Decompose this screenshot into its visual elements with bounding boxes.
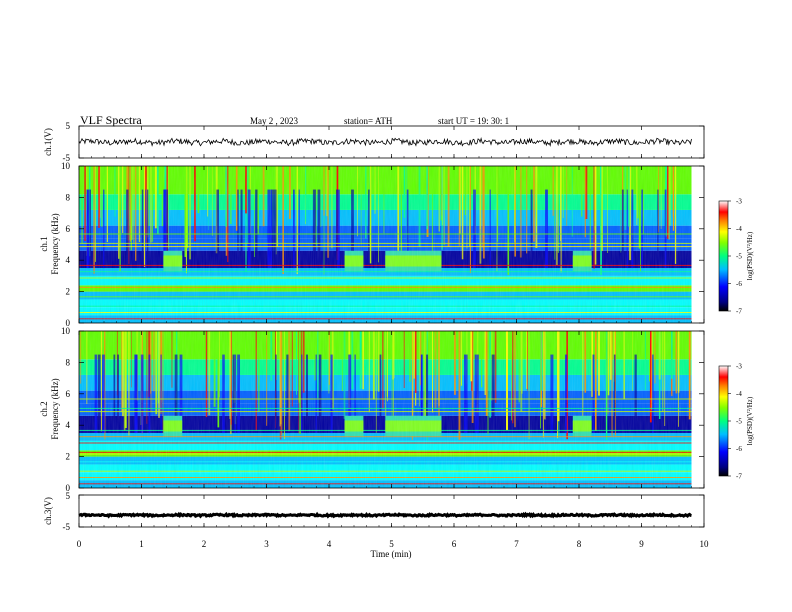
header-start-time: start UT = 19: 30: 1 [438,116,509,126]
ch1-ytick-bottom: -5 [63,153,71,163]
frequency-tick-label: 10 [61,326,71,336]
figure-title: VLF Spectra [80,113,142,127]
time-tick-label: 6 [452,539,457,549]
ch3-waveform-panel: 5 -5 ch.3(V) [43,491,705,532]
ch3-ytick-bottom: -5 [63,522,71,532]
ch1-frequency-ticks: 0 2 4 6 8 10 [61,161,704,328]
ch1-waveform-trace [78,125,704,159]
ch3-waveform-frame [78,494,705,528]
colorbar-tick-label: -7 [736,308,742,316]
frequency-tick-label: 2 [66,287,71,297]
time-tick-label: 4 [327,539,332,549]
ch2-colorbar-label: log(PSD)(V²/Hz) [746,396,754,445]
ch1-waveform-panel: 5 -5 ch.1(V) [43,121,705,163]
waveform-line [78,511,692,519]
ch2-frequency-ticks: 0 2 4 6 8 10 [61,326,704,493]
frequency-tick-label: 0 [66,483,71,493]
frequency-tick-label: 6 [66,389,71,399]
ch2-colorbar [718,365,729,477]
ch3-ytick-top: 5 [66,491,71,501]
time-tick-label: 3 [264,539,269,549]
ch2-channel-label: ch.2 [39,401,49,416]
time-tick-label: 5 [389,539,394,549]
frequency-tick-label: 6 [66,224,71,234]
ch3-waveform-ylabel: ch.3(V) [43,497,53,525]
spectrogram-texture [79,331,692,488]
ch1-colorbar-ticks: -3 -4 -5 -6 -7 [728,198,742,316]
ch1-colorbar-label: log(PSD)(V²/Hz) [746,231,754,280]
colorbar-tick-label: -5 [736,253,742,261]
header-station: station= ATH [344,116,393,126]
frequency-tick-label: 8 [66,192,71,202]
ch1-colorbar [718,200,729,312]
colorbar-tick-label: -6 [736,280,742,288]
ch1-channel-label: ch.1 [39,236,49,251]
time-tick-label: 8 [577,539,582,549]
colorbar-tick-label: -5 [736,418,742,426]
ch2-colorbar-ticks: -3 -4 -5 -6 -7 [728,363,742,481]
frequency-tick-label: 8 [66,357,71,367]
ch1-frequency-ylabel: Frequency (kHz) [50,213,60,274]
ch1-spectrogram-image [79,166,704,323]
time-axis-ticks: 0 1 2 3 4 5 6 7 8 9 10 [77,126,709,549]
colorbar-tick-label: -6 [736,445,742,453]
colorbar-tick-label: -4 [736,225,742,233]
time-tick-label: 1 [139,539,144,549]
colorbar-tick-label: -3 [736,363,742,371]
frequency-tick-label: 4 [66,420,71,430]
colorbar-tick-label: -7 [736,473,742,481]
ch3-waveform-trace [78,494,704,528]
ch2-frequency-ylabel: Frequency (kHz) [50,378,60,439]
time-tick-label: 7 [514,539,519,549]
time-axis-label: Time (min) [371,549,412,559]
time-tick-label: 10 [700,539,710,549]
spectrogram-texture [79,166,692,323]
time-tick-label: 9 [639,539,644,549]
ch2-spectrogram-image [79,331,704,488]
time-tick-label: 0 [77,539,82,549]
frequency-tick-label: 2 [66,452,71,462]
frequency-tick-label: 4 [66,255,71,265]
ch1-ytick-top: 5 [66,121,71,131]
colorbar-tick-label: -3 [736,198,742,206]
frequency-tick-label: 10 [61,161,71,171]
frequency-tick-label: 0 [66,318,71,328]
waveform-line [78,136,692,147]
colorbar-tick-label: -4 [736,390,742,398]
header-date: May 2 , 2023 [250,116,298,126]
time-tick-label: 2 [202,539,207,549]
ch1-waveform-ylabel: ch.1(V) [43,128,53,156]
